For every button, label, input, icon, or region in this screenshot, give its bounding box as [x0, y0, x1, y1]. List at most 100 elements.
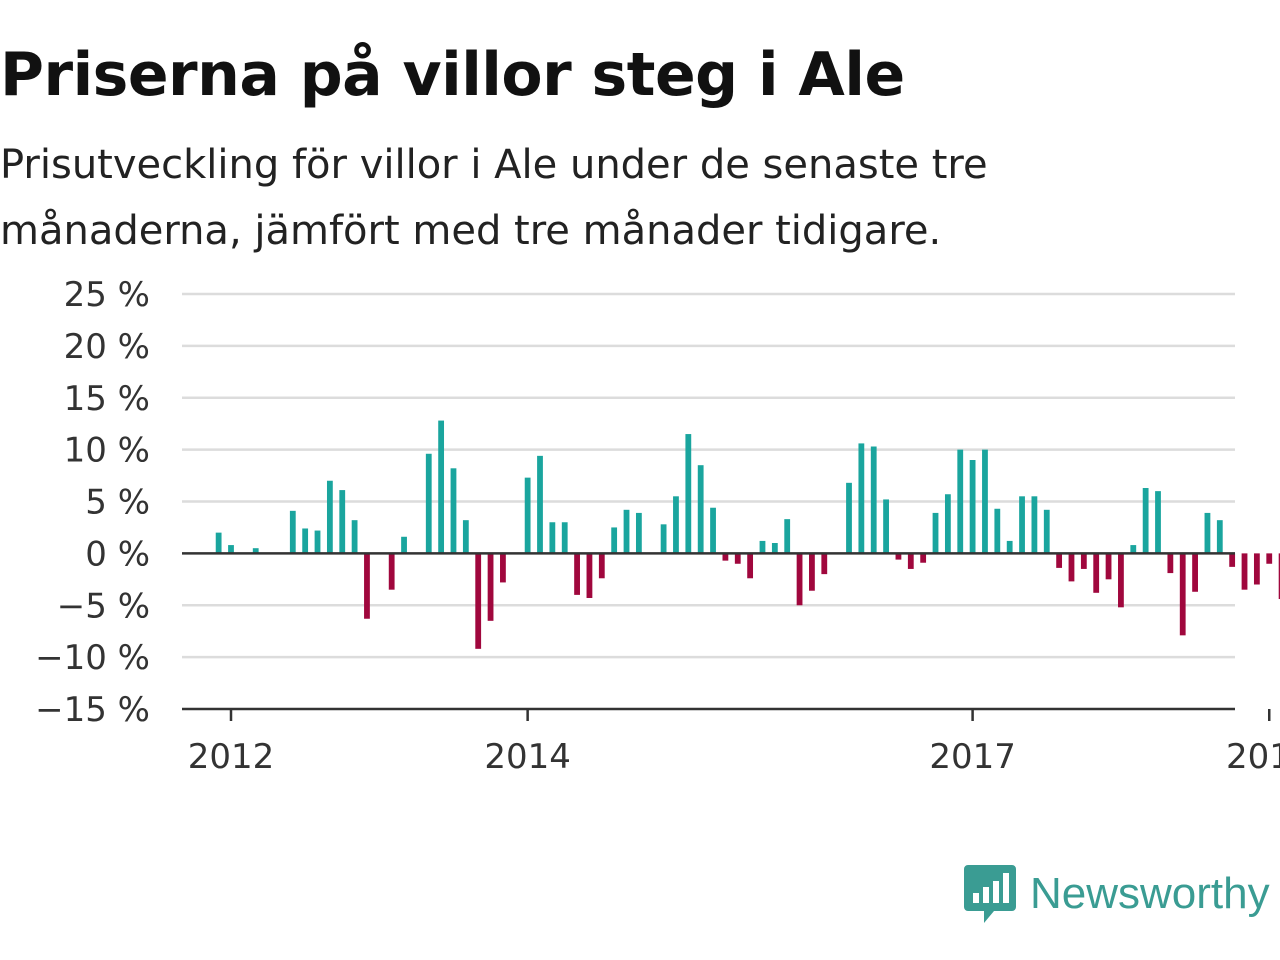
y-tick-label: 20 % [64, 327, 150, 367]
bar-negative [1118, 553, 1124, 608]
bar-negative [364, 553, 370, 619]
bar-positive [697, 465, 704, 554]
bar-positive [228, 545, 234, 554]
y-tick-label: 25 % [64, 275, 150, 315]
bar-positive [784, 519, 791, 554]
bar-positive [302, 528, 309, 554]
bar-positive [944, 494, 951, 554]
chart-subtitle: Prisutveckling för villor i Ale under de… [0, 142, 988, 254]
bar-positive [611, 527, 618, 554]
x-axis-labels: 201220142017201920222024 [188, 737, 1280, 777]
bar-positive [994, 508, 1001, 554]
bar-positive [524, 477, 531, 554]
x-tick-label: 2017 [929, 737, 1016, 777]
bar-positive [351, 520, 358, 554]
bar-positive [215, 532, 222, 554]
bar-positive [635, 512, 642, 554]
bar-negative [586, 553, 593, 598]
bar-negative [1080, 553, 1087, 569]
bar-negative [920, 553, 927, 563]
bar-positive [462, 520, 469, 554]
y-tick-label: −15 % [35, 690, 150, 730]
bar-negative [1266, 553, 1273, 564]
bar-positive [1130, 545, 1137, 554]
bar-positive [771, 543, 778, 554]
bar-negative [1278, 553, 1280, 600]
bar-negative [734, 553, 741, 564]
bar-positive [1155, 491, 1161, 554]
y-axis-labels: 25 % 20 % 15 % 10 % 5 % 0 % −5 % −10 % −15 % [35, 275, 150, 730]
y-tick-label: −5 % [57, 586, 150, 626]
bar-positive [1031, 496, 1038, 554]
bar-negative [1068, 553, 1075, 582]
bar-chart: 25 % 20 % 15 % 10 % 5 % 0 % −5 % −10 % −15 % 201… [35, 275, 1280, 777]
bar-positive [759, 540, 766, 554]
bar-negative [907, 553, 914, 569]
bar-negative [598, 553, 605, 579]
x-tick-label: 2014 [484, 737, 571, 777]
bar-negative [475, 553, 482, 649]
bar-negative [1167, 553, 1174, 574]
y-tick-label: 5 % [85, 483, 150, 523]
bar-positive [289, 510, 296, 554]
bar-positive [561, 522, 568, 554]
bar-positive [870, 446, 877, 554]
bar-negative [821, 553, 828, 575]
bar-positive [326, 480, 333, 554]
y-tick-label: 10 % [64, 431, 150, 471]
bars [215, 420, 1280, 649]
bar-positive [883, 499, 889, 554]
bar-negative [809, 553, 815, 591]
bar-negative [1253, 553, 1260, 585]
x-tick-label: 2012 [188, 737, 275, 777]
bar-positive [846, 482, 852, 554]
bar-positive [537, 455, 543, 554]
bar-positive [401, 536, 407, 554]
bar-negative [895, 553, 902, 560]
bar-negative [1229, 553, 1236, 567]
bar-positive [1043, 509, 1050, 554]
bar-negative [1179, 553, 1186, 636]
brand-name: Newsworthy [1030, 869, 1270, 918]
bar-positive [982, 449, 988, 554]
bar-negative [1192, 553, 1198, 592]
bar-negative [388, 553, 395, 590]
bar-positive [339, 490, 346, 554]
bar-positive [450, 468, 457, 554]
bar-positive [1006, 540, 1013, 554]
bar-positive [685, 434, 692, 554]
bar-positive [549, 522, 556, 554]
x-tick-label: 2019 [1226, 737, 1280, 777]
bar-negative [796, 553, 803, 606]
bar-positive [1216, 520, 1223, 554]
bar-positive [660, 524, 667, 554]
gridlines [182, 292, 1235, 659]
axes [182, 552, 1271, 721]
y-tick-label: 15 % [64, 379, 150, 419]
bar-positive [438, 420, 445, 554]
bar-negative [747, 553, 754, 579]
chart-title: Priserna på villor steg i Ale [0, 40, 905, 110]
bar-positive [957, 449, 964, 554]
bar-negative [487, 553, 494, 621]
bar-negative [1056, 553, 1063, 568]
bar-positive [252, 548, 259, 554]
y-tick-label: −10 % [35, 638, 150, 678]
bar-positive [1142, 488, 1149, 554]
bar-positive [673, 496, 679, 554]
bar-positive [969, 460, 976, 554]
bar-positive [1019, 496, 1025, 554]
bar-negative [500, 553, 506, 583]
bar-positive [710, 507, 716, 554]
bar-negative [722, 553, 729, 561]
bar-negative [1105, 553, 1112, 580]
bar-positive [623, 509, 630, 554]
bar-negative [574, 553, 580, 595]
bar-positive [425, 453, 432, 554]
bar-positive [1204, 512, 1211, 554]
newsworthy-logo-icon [964, 865, 1016, 923]
bar-positive [858, 443, 865, 554]
y-tick-label: 0 % [85, 534, 150, 574]
bar-positive [932, 512, 939, 554]
bar-negative [1241, 553, 1248, 590]
